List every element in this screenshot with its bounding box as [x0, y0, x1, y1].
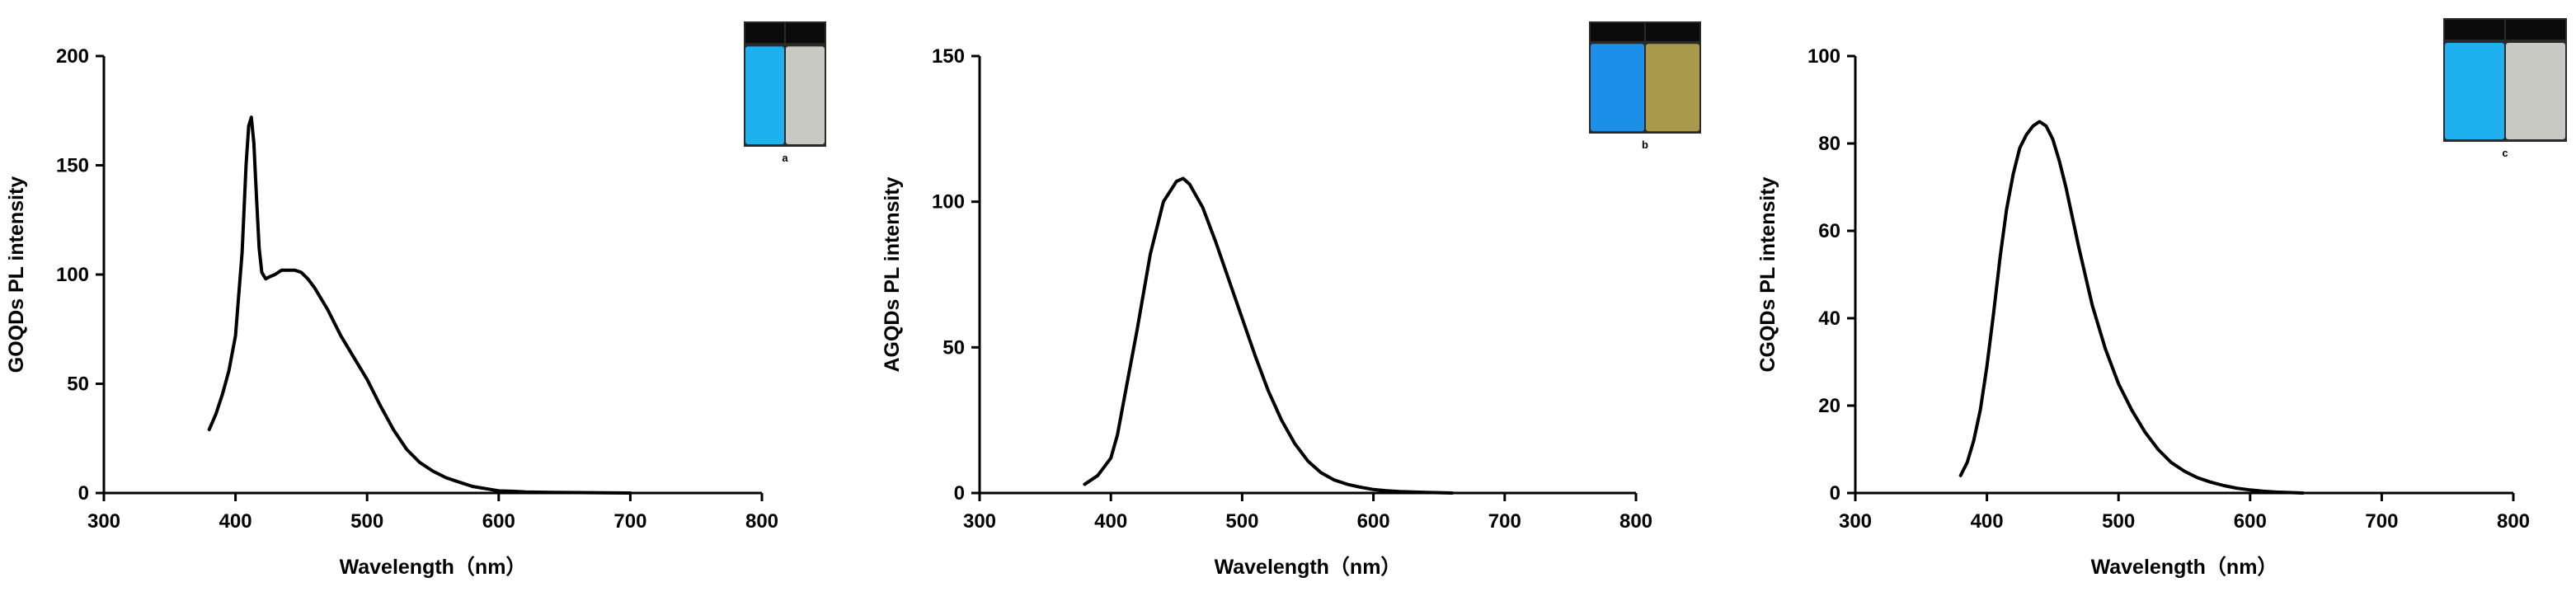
y-axis-title: GOQDs PL intensity [5, 176, 28, 373]
y-tick-label: 150 [56, 155, 89, 177]
x-tick-label: 300 [87, 510, 120, 533]
x-tick-label: 500 [1225, 510, 1258, 533]
vial-body [1646, 44, 1699, 132]
vial-cap [1591, 23, 1644, 41]
x-tick-label: 500 [350, 510, 383, 533]
vial-body [2445, 43, 2504, 139]
vial-photo-inset: a [744, 21, 826, 164]
chart-panel-b: 0 50 100 150 300 400 500 600 700 800 Wavelength（nm… [881, 21, 1701, 579]
series-line [1083, 176, 1455, 495]
x-tick-label: 400 [1094, 510, 1127, 533]
series-line [207, 115, 632, 495]
inset-caption: b [1642, 139, 1648, 151]
y-tick-label: 100 [56, 264, 89, 286]
y-tick-label: 200 [56, 45, 89, 68]
x-tick-label: 400 [1971, 510, 2004, 533]
x-tick-label: 600 [482, 510, 515, 533]
inset-caption: a [782, 152, 788, 164]
chart-panel-a: 0 50 100 150 200 300 400 500 600 700 800 Wavelength… [5, 21, 826, 579]
vial-cap [2445, 20, 2504, 40]
vial-body [2506, 43, 2565, 139]
y-tick-label: 50 [67, 373, 89, 396]
x-tick-label: 300 [963, 510, 996, 533]
y-tick-label: 0 [954, 482, 965, 505]
y-tick-label: 80 [1818, 133, 1840, 155]
vial-cap [2506, 20, 2565, 40]
x-tick-label: 700 [1488, 510, 1521, 533]
x-tick-label: 700 [2365, 510, 2398, 533]
vial-body [1591, 44, 1644, 132]
y-tick-label: 0 [1830, 482, 1840, 505]
x-tick-label: 700 [613, 510, 646, 533]
vial-cap [786, 23, 825, 44]
series-line [1958, 120, 2305, 495]
vial-cap [745, 23, 784, 44]
vial-body [786, 46, 825, 144]
x-tick-label: 500 [2102, 510, 2135, 533]
y-tick-label: 150 [932, 45, 965, 68]
y-tick-label: 100 [932, 191, 965, 214]
y-tick-label: 20 [1818, 395, 1840, 417]
vial-cap [1646, 23, 1699, 41]
y-tick-label: 60 [1818, 220, 1840, 242]
y-tick-label: 50 [942, 336, 965, 359]
x-tick-label: 800 [2497, 510, 2530, 533]
x-tick-label: 400 [219, 510, 252, 533]
y-tick-label: 100 [1807, 45, 1840, 68]
x-tick-label: 600 [2234, 510, 2267, 533]
x-tick-label: 800 [745, 510, 778, 533]
x-tick-label: 300 [1839, 510, 1872, 533]
vial-photo-inset: c [2443, 18, 2567, 159]
vial-body [745, 46, 784, 144]
y-axis-title: AGQDs PL intensity [881, 176, 904, 372]
chart-panel-c: 0 20 40 60 80 100 300 400 500 600 700 800 Wavelength… [1756, 18, 2567, 579]
x-axis-title: Wavelength（nm） [340, 555, 527, 579]
y-tick-label: 40 [1818, 308, 1840, 330]
vial-photo-inset: b [1589, 21, 1701, 151]
y-axis-title: CGQDs PL intensity [1756, 176, 1779, 372]
y-tick-label: 0 [78, 482, 89, 505]
x-axis-title: Wavelength（nm） [1215, 555, 1402, 579]
x-tick-label: 800 [1619, 510, 1652, 533]
inset-caption: c [2502, 147, 2508, 159]
x-axis-title: Wavelength（nm） [2091, 555, 2278, 579]
x-tick-label: 600 [1357, 510, 1390, 533]
